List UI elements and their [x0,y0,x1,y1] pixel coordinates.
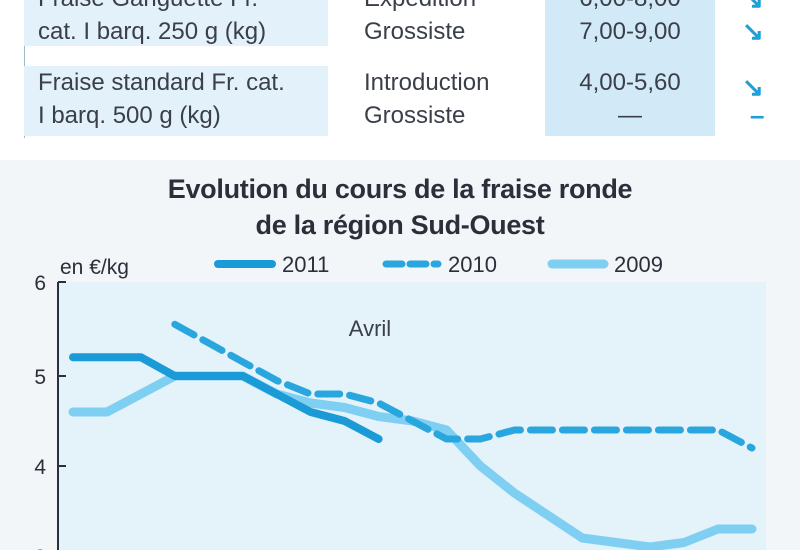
row-separator [24,48,792,66]
line-chart: 6 5 4 3 en €/kg Avril 2011 2010 2009 [34,252,766,550]
plot-area [58,282,766,550]
product-cell: Fraise Gariguette Fr. cat. I barq. 250 g… [24,0,328,46]
table-row: Fraise Gariguette Fr. cat. I barq. 250 g… [24,0,792,48]
stage-line: Expédition [364,0,544,15]
stage-line: Grossiste [364,18,466,45]
y-tick-label: 6 [34,272,46,295]
y-tick-label: 3 [34,546,46,550]
table-row: Fraise standard Fr. cat. I barq. 500 g (… [24,66,792,138]
trend-down-icon: ↘ [742,72,764,102]
legend-label-2010: 2010 [448,252,497,277]
chart-panel: Evolution du cours de la fraise ronde de… [0,160,800,550]
price-cell: 6,00-8,00 7,00-9,00 [545,0,715,48]
price-cell: 4,00-5,60 — [545,66,715,136]
product-line: I barq. 500 g (kg) [38,102,221,129]
price-table: Fraise Gariguette Fr. cat. I barq. 250 g… [0,0,800,140]
stage-line: Grossiste [364,102,466,129]
price-line: 4,00-5,60 [579,69,681,96]
series-line-2011 [69,353,383,443]
product-line: Fraise standard Fr. cat. [38,69,285,96]
stage-line: Introduction [364,69,490,96]
stage-cell: Introduction Grossiste [364,66,544,132]
price-column-gap [545,48,715,66]
series-line-2010 [171,320,756,452]
product-line: Fraise Gariguette Fr. [38,0,328,15]
legend-label-2011: 2011 [282,252,329,277]
y-tick-label: 5 [34,366,46,389]
chart-title: Evolution du cours de la fraise ronde [167,174,633,204]
price-line: 6,00-8,00 [545,0,715,15]
legend-label-2009: 2009 [614,252,663,277]
price-line: 7,00-9,00 [579,18,681,45]
trend-down-icon: ↘ [742,16,764,46]
chart-subtitle: de la région Sud-Ouest [255,210,545,240]
y-axis-label: en €/kg [60,256,129,279]
product-cell: Fraise standard Fr. cat. I barq. 500 g (… [24,66,328,136]
stage-cell: Expédition Grossiste [364,0,544,48]
price-line: — [618,102,642,129]
product-line: cat. I barq. 250 g (kg) [38,18,267,45]
trend-down-icon: ↘ [742,0,764,15]
annotation-avril: Avril [349,316,391,341]
y-tick-label: 4 [34,456,46,479]
trend-flat-icon: – [750,100,765,130]
